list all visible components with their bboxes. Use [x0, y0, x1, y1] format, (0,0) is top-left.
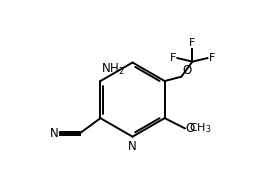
- Text: O: O: [186, 122, 195, 135]
- Text: F: F: [189, 38, 196, 48]
- Text: N: N: [50, 127, 58, 140]
- Text: F: F: [208, 53, 215, 63]
- Text: F: F: [170, 53, 176, 63]
- Text: NH$_2$: NH$_2$: [101, 62, 125, 77]
- Text: CH$_3$: CH$_3$: [189, 121, 212, 135]
- Text: N: N: [128, 140, 137, 153]
- Text: O: O: [182, 64, 191, 77]
